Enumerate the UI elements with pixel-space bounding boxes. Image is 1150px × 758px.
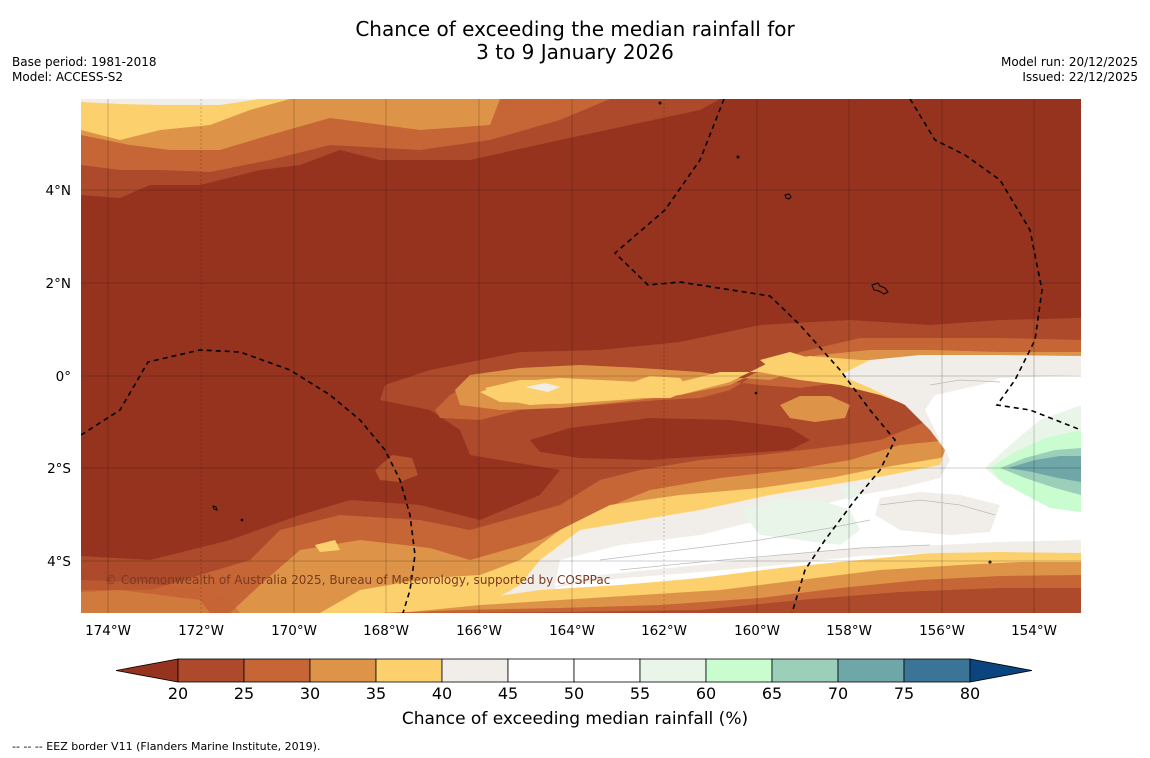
grid-lines (81, 99, 1081, 613)
colorbar-tick-label: 80 (960, 684, 980, 703)
colorbar-swatch (177, 658, 245, 683)
colorbar-tick-label: 75 (894, 684, 914, 703)
colorbar-tick-label: 30 (300, 684, 320, 703)
colorbar-tick-label: 45 (498, 684, 518, 703)
band-35-blob-b (625, 376, 690, 398)
colorbar-extend-low (115, 658, 179, 683)
lon-label: 168°W (363, 623, 409, 639)
colorbar-title: Chance of exceeding median rainfall (%) (401, 709, 749, 729)
model-name: Model: ACCESS-S2 (12, 70, 124, 84)
colorbar-swatch (243, 658, 311, 683)
eez-footnote: -- -- -- EEZ border V11 (Flanders Marine… (12, 740, 321, 753)
colorbar-swatch (771, 658, 839, 683)
colorbar-tick-label: 40 (432, 684, 452, 703)
band-25-patch (375, 455, 418, 482)
colorbar-swatch (903, 658, 971, 683)
chart-title: Chance of exceeding the median rainfall … (0, 18, 1150, 64)
lat-label: 2°S (47, 461, 71, 477)
issued-date: Issued: 22/12/2025 (1022, 70, 1138, 84)
lat-label: 4°N (46, 183, 71, 199)
colorbar-tick-label: 20 (168, 684, 188, 703)
title-line-1: Chance of exceeding the median rainfall … (355, 17, 795, 41)
colorbar-extend-high (969, 658, 1033, 683)
band-35-mid (315, 540, 340, 552)
lon-label: 160°W (734, 623, 780, 639)
colorbar-swatch (573, 658, 641, 683)
band-40-south (540, 540, 1081, 590)
band-40-blob (525, 383, 560, 392)
band-55-small (840, 485, 860, 500)
lon-label: 166°W (456, 623, 502, 639)
copyright-notice: © Commonwealth of Australia 2025, Bureau… (105, 573, 610, 587)
lon-labels: 174°W 172°W 170°W 168°W 166°W 164°W 162°… (85, 623, 1057, 639)
base-period: Base period: 1981-2018 (12, 55, 157, 69)
eez-borders (81, 99, 1081, 613)
lat-label: 2°N (46, 276, 71, 292)
band-30-blob (780, 396, 850, 422)
meta-right: Model run: 20/12/2025 Issued: 22/12/2025 (1001, 55, 1138, 85)
colorbar: 20 25 30 35 40 45 50 55 60 65 70 75 80 (115, 658, 1033, 703)
lon-label: 170°W (271, 623, 317, 639)
colorbar-tick-label: 65 (762, 684, 782, 703)
lon-label: 164°W (549, 623, 595, 639)
meta-left: Base period: 1981-2018 Model: ACCESS-S2 (12, 55, 157, 85)
model-run: Model run: 20/12/2025 (1000, 55, 1138, 69)
colorbar-swatch (507, 658, 575, 683)
colorbar-tick-label: 70 (828, 684, 848, 703)
colorbar-tick-label: 50 (564, 684, 584, 703)
colorbar-swatch (639, 658, 707, 683)
band-25-sw (81, 580, 240, 613)
islands (212, 101, 992, 564)
lon-label: 156°W (919, 623, 965, 639)
lat-labels: 4°N 2°N 0° 2°S 4°S (46, 183, 71, 570)
colorbar-tick-label: 60 (696, 684, 716, 703)
lat-label: 0° (56, 369, 71, 385)
band-40-east (875, 492, 1000, 535)
band-35-blob-a (485, 380, 600, 405)
band-30-mid (310, 548, 430, 578)
colorbar-swatch (705, 658, 773, 683)
colorbar-swatch (375, 658, 443, 683)
map-area: © Commonwealth of Australia 2025, Bureau… (81, 99, 1081, 613)
band-40-north (81, 99, 260, 105)
band-35-north (81, 99, 290, 140)
colorbar-swatch (837, 658, 905, 683)
band-70-east (1008, 456, 1081, 482)
colorbar-swatch (309, 658, 377, 683)
band-20-south (420, 588, 1081, 613)
contour-lines (599, 379, 1001, 571)
band-lt20-inner (530, 418, 810, 460)
lon-label: 162°W (641, 623, 687, 639)
title-line-2: 3 to 9 January 2026 (476, 40, 674, 64)
colorbar-tick-label: 55 (630, 684, 650, 703)
lon-label: 174°W (85, 623, 131, 639)
colorbar-tick-label: 35 (366, 684, 386, 703)
lon-label: 158°W (826, 623, 872, 639)
colorbar-tick-label: 25 (234, 684, 254, 703)
lon-label: 154°W (1011, 623, 1057, 639)
band-35-blob-c (760, 352, 810, 368)
band-40-small (870, 360, 905, 370)
lon-label: 172°W (178, 623, 224, 639)
lat-label: 4°S (47, 554, 71, 570)
colorbar-swatch (441, 658, 509, 683)
